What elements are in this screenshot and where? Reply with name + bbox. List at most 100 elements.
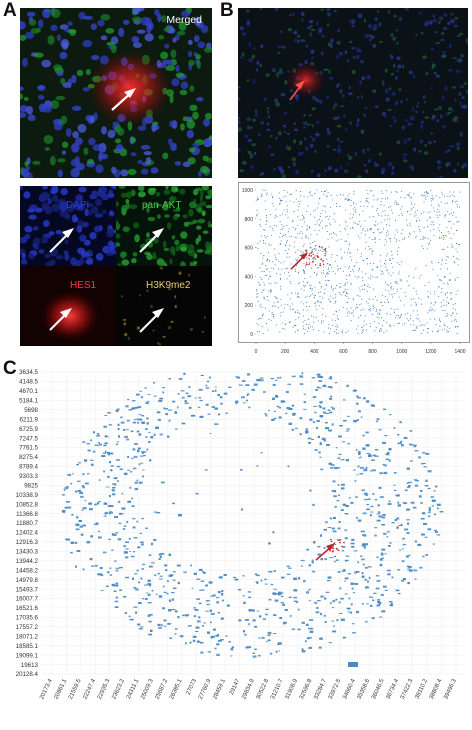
scatter-point <box>330 256 332 258</box>
scatter-point <box>304 277 306 280</box>
scatter-point <box>376 266 378 268</box>
scatter-point <box>397 262 399 264</box>
tissue-point <box>109 495 111 498</box>
tissue-point <box>308 564 311 567</box>
scatter-point <box>395 282 397 284</box>
scatter-point <box>256 209 258 211</box>
scatter-point <box>292 326 294 328</box>
tissue-point <box>368 454 372 457</box>
scatter-point <box>445 315 447 318</box>
tissue-point <box>408 554 411 557</box>
y-tick-label: 9303.3 <box>19 473 38 480</box>
scatter-point <box>285 268 287 270</box>
scatter-point <box>380 309 382 311</box>
tissue-point <box>356 419 359 421</box>
scatter-point <box>452 311 454 313</box>
scatter-point <box>432 308 434 310</box>
tissue-point <box>228 641 231 643</box>
tissue-point <box>213 628 216 631</box>
scatter-point <box>295 190 297 192</box>
tissue-point <box>336 500 340 502</box>
tissue-point <box>305 624 309 626</box>
scatter-point <box>278 253 280 255</box>
scatter-point <box>264 274 266 276</box>
scatter-point <box>298 282 300 284</box>
tissue-point <box>328 377 333 380</box>
scatter-point <box>274 225 276 227</box>
scatter-point <box>313 240 315 242</box>
tissue-point <box>212 390 214 392</box>
tissue-point <box>168 609 172 612</box>
tissue-point <box>254 625 258 628</box>
tissue-point <box>423 466 427 468</box>
tissue-point <box>202 625 204 627</box>
tissue-point <box>151 562 155 564</box>
scatter-point <box>389 224 391 226</box>
scatter-point <box>432 224 434 226</box>
tissue-point <box>380 552 383 554</box>
scatter-point <box>395 191 397 193</box>
scatter-point <box>311 249 313 251</box>
tissue-point <box>356 571 360 573</box>
scatter-point <box>390 274 392 277</box>
tissue-point <box>99 567 103 569</box>
tissue-point <box>163 407 166 410</box>
tissue-point <box>417 543 422 546</box>
scatter-point <box>301 226 303 228</box>
tissue-point <box>246 399 248 402</box>
highlight-point <box>320 258 323 260</box>
scatter-point <box>385 289 387 291</box>
scatter-point <box>384 266 386 268</box>
tissue-point <box>193 607 196 609</box>
scatter-point <box>314 272 316 274</box>
scatter-point <box>406 280 408 282</box>
scatter-point <box>395 239 398 241</box>
scatter-point <box>365 258 367 260</box>
scatter-point <box>257 318 259 320</box>
scatter-point <box>325 216 327 218</box>
y-tick-label: 16521.6 <box>16 605 39 612</box>
scatter-point <box>410 201 412 203</box>
tissue-point <box>378 511 381 514</box>
tissue-point <box>114 516 118 518</box>
scatter-point <box>257 198 259 201</box>
scatter-point <box>358 223 360 225</box>
scatter-point <box>374 237 376 239</box>
tissue-point <box>270 583 274 586</box>
scatter-point <box>318 281 320 283</box>
tissue-point <box>149 585 151 587</box>
tissue-point <box>142 563 146 566</box>
tissue-point <box>388 500 391 503</box>
tissue-point <box>135 611 137 614</box>
tissue-point <box>90 459 94 461</box>
scatter-point <box>340 256 343 258</box>
scatter-point <box>286 267 288 269</box>
scatter-point <box>392 266 394 268</box>
tissue-point <box>327 386 332 388</box>
scatter-point <box>304 286 306 288</box>
scatter-point <box>318 291 320 294</box>
scatter-point <box>424 284 426 286</box>
x-tick-label: 36046.5 <box>371 678 386 701</box>
tissue-point <box>261 637 265 639</box>
highlight-point <box>336 548 338 550</box>
scatter-point <box>282 327 284 329</box>
scatter-point <box>388 272 390 274</box>
scatter-point <box>353 315 355 317</box>
tissue-point <box>121 507 126 510</box>
scatter-point <box>427 332 429 334</box>
scatter-point <box>415 214 417 216</box>
scatter-point <box>389 324 391 326</box>
tissue-point <box>397 434 400 436</box>
tissue-point <box>82 487 85 489</box>
scatter-point <box>262 289 264 292</box>
scatter-point <box>325 189 327 191</box>
scatter-point <box>293 246 295 248</box>
tissue-point <box>95 522 99 525</box>
scatter-point <box>263 242 265 244</box>
scatter-point <box>271 311 273 313</box>
scatter-point <box>409 222 411 224</box>
tissue-point <box>108 424 113 426</box>
tissue-point <box>308 600 312 602</box>
scatter-point <box>304 266 307 268</box>
